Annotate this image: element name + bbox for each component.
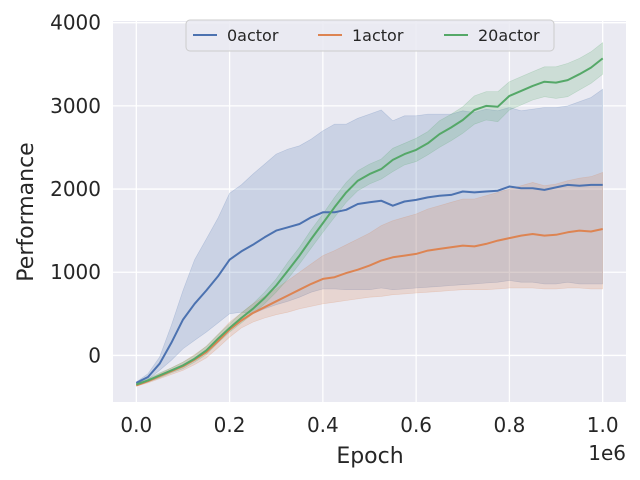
series-line-20actor: [135, 57, 604, 386]
legend-label-1actor: 1actor: [352, 26, 404, 45]
y-tick-label: 2000: [50, 177, 101, 201]
x-tick-label: 1.0: [587, 413, 619, 437]
y-axis-label: Performance: [14, 142, 39, 281]
series-line-1actor: [135, 228, 603, 387]
x-tick-label: 0.4: [307, 413, 339, 437]
x-axis-label: Epoch: [336, 444, 403, 469]
x-tick-label: 0.6: [400, 413, 432, 437]
legend-box: [185, 19, 555, 52]
x-tick-labels: 0.0 0.2 0.4 0.6 0.8 1.0: [120, 413, 618, 437]
y-tick-label: 1000: [50, 260, 101, 284]
x-axis-scale-label: 1e6: [588, 441, 626, 465]
plot-background: [113, 21, 626, 402]
y-tick-labels: 0 1000 2000 3000 4000: [50, 11, 101, 368]
band-20actor: [136, 41, 603, 386]
y-tick-label: 4000: [50, 11, 101, 35]
x-tick-label: 0.0: [120, 413, 152, 437]
series-lines: [135, 57, 604, 387]
x-tick-label: 0.2: [214, 413, 246, 437]
y-tick-label: 3000: [50, 94, 101, 118]
legend-label-0actor: 0actor: [227, 26, 279, 45]
y-tick-label: 0: [88, 343, 101, 367]
legend: 0actor 1actor 20actor: [185, 19, 555, 52]
series-line-0actor: [135, 183, 603, 384]
legend-label-20actor: 20actor: [478, 26, 540, 45]
x-tick-label: 0.8: [494, 413, 526, 437]
band-1actor: [136, 171, 603, 387]
